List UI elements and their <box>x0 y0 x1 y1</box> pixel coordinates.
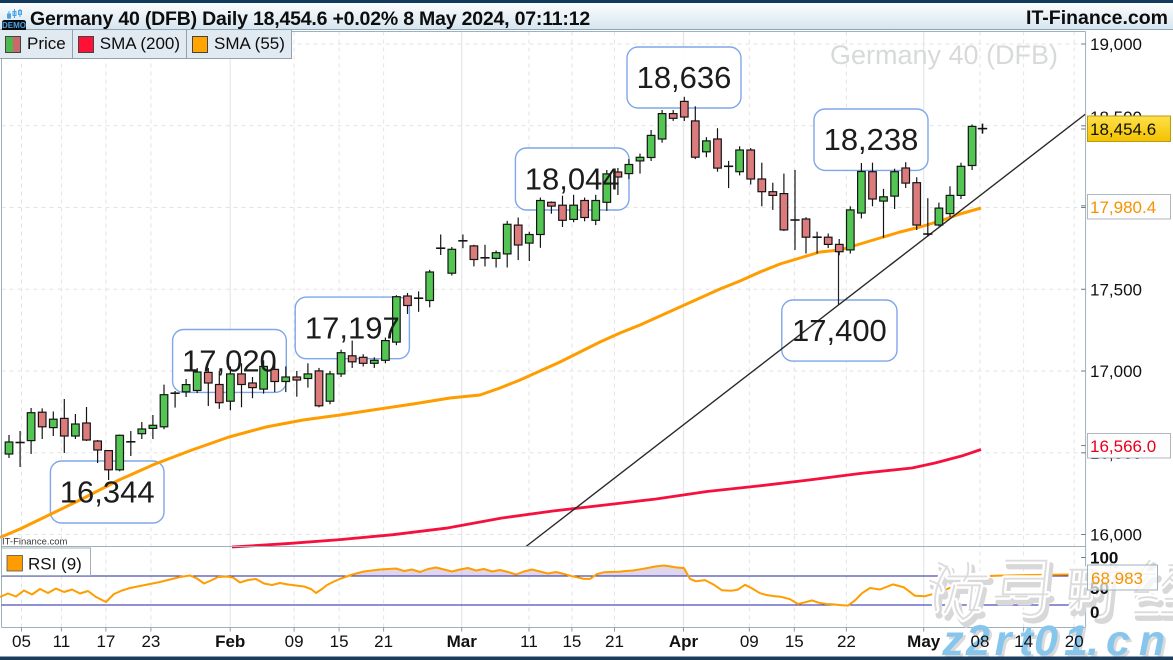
svg-text:15: 15 <box>562 632 581 651</box>
svg-text:23: 23 <box>141 632 160 651</box>
svg-text:IT-Finance.com: IT-Finance.com <box>2 537 68 548</box>
svg-text:14: 14 <box>1014 632 1033 651</box>
svg-text:May: May <box>907 632 941 651</box>
svg-text:09: 09 <box>285 632 304 651</box>
svg-text:.: . <box>1090 620 1102 660</box>
svg-text:15: 15 <box>785 632 804 651</box>
svg-text:18,238: 18,238 <box>824 122 919 157</box>
svg-text:19,000: 19,000 <box>1090 35 1142 54</box>
svg-text:100: 100 <box>1090 549 1118 568</box>
svg-text:20: 20 <box>1065 632 1084 651</box>
svg-text:17: 17 <box>96 632 115 651</box>
svg-text:1: 1 <box>1067 620 1091 660</box>
svg-text:18,044: 18,044 <box>525 162 620 197</box>
svg-text:16,344: 16,344 <box>60 475 155 510</box>
svg-text:0: 0 <box>1037 620 1061 660</box>
svg-text:11: 11 <box>53 632 71 651</box>
svg-text:17,000: 17,000 <box>1090 362 1142 381</box>
svg-text:22: 22 <box>837 632 856 651</box>
svg-text:n: n <box>1141 620 1167 660</box>
svg-text:0: 0 <box>1034 617 1058 660</box>
svg-text:c: c <box>1109 620 1133 660</box>
svg-text:0: 0 <box>1090 603 1099 622</box>
svg-text:n: n <box>1139 617 1165 660</box>
svg-text:1: 1 <box>1064 617 1088 660</box>
svg-text:Mar: Mar <box>447 632 478 651</box>
svg-text:17,500: 17,500 <box>1090 280 1142 299</box>
svg-text:z: z <box>944 620 967 660</box>
svg-text:15: 15 <box>330 632 349 651</box>
svg-text:11: 11 <box>520 632 538 651</box>
svg-text:Feb: Feb <box>215 632 245 651</box>
svg-text:17,197: 17,197 <box>305 310 400 345</box>
svg-text:r: r <box>997 620 1016 660</box>
svg-text:09: 09 <box>740 632 759 651</box>
svg-text:r: r <box>995 617 1014 660</box>
svg-text:16,000: 16,000 <box>1090 526 1142 545</box>
svg-text:Apr: Apr <box>669 632 699 651</box>
svg-text:68.983: 68.983 <box>1091 569 1143 588</box>
svg-text:08: 08 <box>971 632 990 651</box>
svg-text:18,454.6: 18,454.6 <box>1090 120 1156 139</box>
svg-text:16,566.0: 16,566.0 <box>1090 437 1156 456</box>
svg-text:c: c <box>1106 617 1130 660</box>
svg-text:17,400: 17,400 <box>792 313 887 348</box>
svg-text:18,636: 18,636 <box>637 60 732 95</box>
svg-text:21: 21 <box>374 632 393 651</box>
svg-text:t: t <box>1019 617 1035 660</box>
svg-text:.: . <box>1087 617 1099 660</box>
svg-text:21: 21 <box>605 632 624 651</box>
svg-text:2: 2 <box>968 620 993 660</box>
svg-text:2: 2 <box>965 617 990 660</box>
svg-text:z: z <box>941 617 964 660</box>
svg-text:RSI (9): RSI (9) <box>28 555 82 574</box>
svg-text:05: 05 <box>12 632 31 651</box>
svg-text:17,020: 17,020 <box>182 343 277 378</box>
svg-text:17,980.4: 17,980.4 <box>1090 198 1156 217</box>
svg-text:t: t <box>1021 620 1037 660</box>
svg-text:Germany 40 (DFB): Germany 40 (DFB) <box>830 40 1058 70</box>
